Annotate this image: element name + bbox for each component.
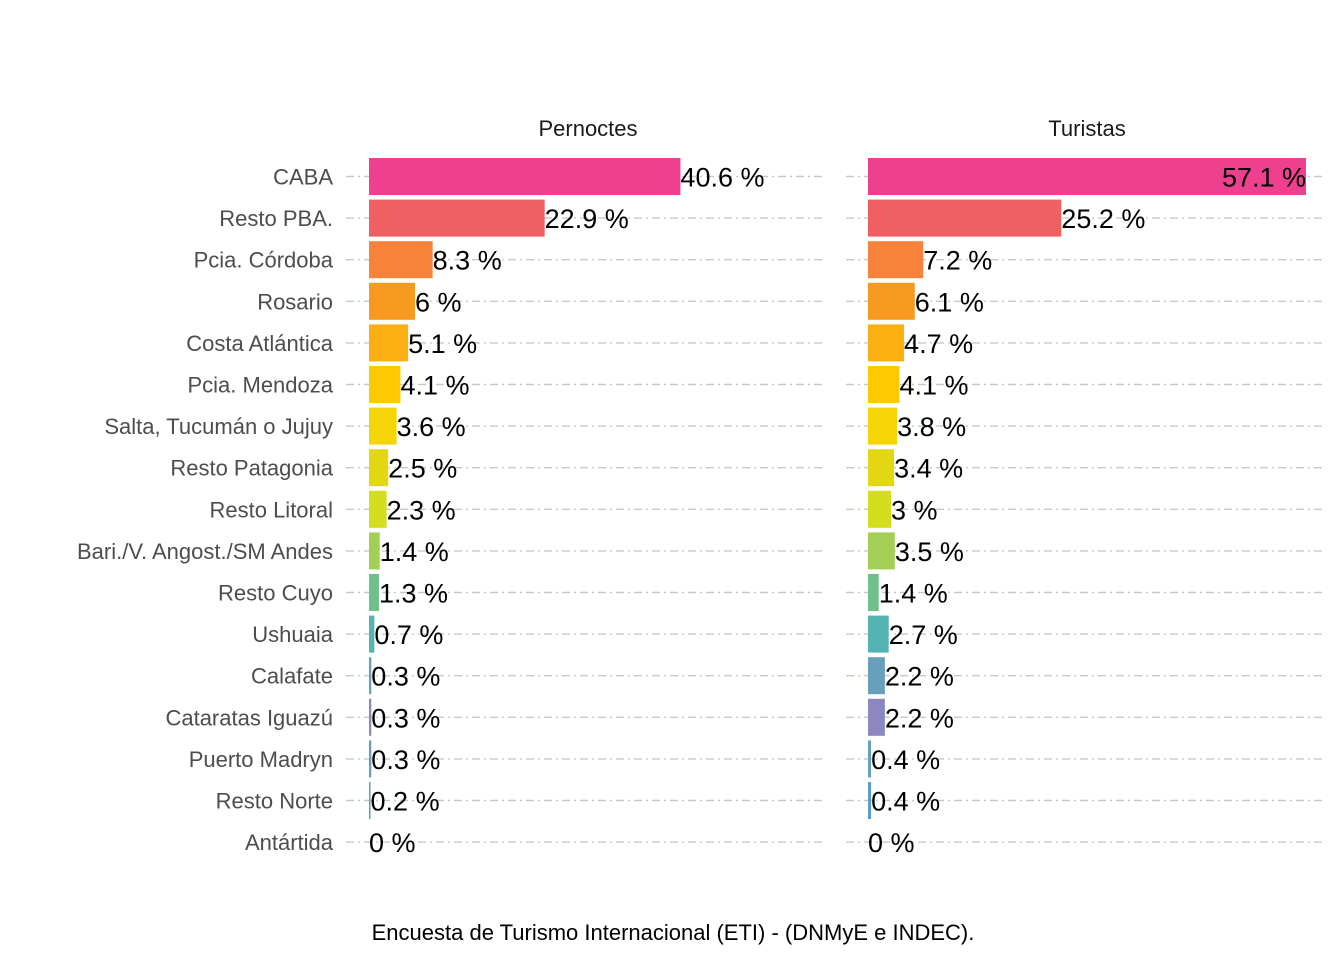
category-label-4: Costa Atlántica (186, 331, 334, 356)
value-label-turistas-16: 0 % (868, 828, 915, 858)
bar-turistas-10 (868, 574, 879, 611)
category-label-10: Resto Cuyo (218, 581, 333, 606)
bar-turistas-2 (868, 241, 924, 279)
bar-turistas-4 (868, 324, 905, 362)
value-label-pernoctes-3: 6 % (415, 287, 462, 317)
value-label-turistas-5: 4.1 % (899, 371, 968, 401)
value-label-pernoctes-4: 5.1 % (408, 329, 477, 359)
value-label-pernoctes-14: 0.3 % (371, 745, 440, 775)
bar-pernoctes-0 (369, 158, 681, 195)
bar-pernoctes-2 (369, 241, 433, 279)
bars-layer (369, 158, 1306, 819)
category-label-3: Rosario (257, 289, 333, 314)
category-label-7: Resto Patagonia (170, 456, 333, 481)
bar-pernoctes-8 (369, 490, 387, 528)
bar-turistas-6 (868, 407, 898, 445)
bar-turistas-7 (868, 449, 895, 487)
category-label-8: Resto Litoral (209, 497, 333, 522)
category-label-15: Resto Norte (216, 789, 333, 814)
category-label-12: Calafate (251, 664, 333, 689)
category-label-1: Resto PBA. (219, 206, 333, 231)
value-label-pernoctes-12: 0.3 % (371, 662, 440, 692)
value-label-pernoctes-0: 40.6 % (680, 163, 764, 193)
category-label-2: Pcia. Córdoba (194, 248, 334, 273)
bar-turistas-1 (868, 199, 1062, 237)
category-label-13: Cataratas Iguazú (165, 705, 333, 730)
bar-pernoctes-14 (369, 740, 372, 778)
value-label-turistas-6: 3.8 % (897, 412, 966, 442)
value-label-pernoctes-6: 3.6 % (397, 412, 466, 442)
value-label-pernoctes-5: 4.1 % (400, 371, 469, 401)
value-label-turistas-14: 0.4 % (871, 745, 940, 775)
value-label-turistas-9: 3.5 % (895, 537, 964, 567)
bar-turistas-14 (868, 740, 872, 778)
value-label-pernoctes-10: 1.3 % (379, 579, 448, 609)
value-label-pernoctes-11: 0.7 % (374, 620, 443, 650)
value-label-pernoctes-16: 0 % (369, 828, 416, 858)
bar-pernoctes-13 (369, 698, 372, 736)
bar-pernoctes-3 (369, 282, 416, 320)
value-label-turistas-0: 57.1 % (1222, 163, 1306, 193)
panel-title-pernoctes: Pernoctes (538, 116, 637, 141)
category-label-9: Bari./V. Angost./SM Andes (77, 539, 333, 564)
category-label-6: Salta, Tucumán o Jujuy (104, 414, 333, 439)
value-label-turistas-15: 0.4 % (871, 787, 940, 817)
bar-turistas-8 (868, 490, 892, 528)
value-label-pernoctes-13: 0.3 % (371, 703, 440, 733)
bar-pernoctes-10 (369, 574, 379, 611)
value-labels: 40.6 % 22.9 % 8.3 % 6 % 5.1 % 4.1 % 3.6 % 2.5 %… (369, 163, 1306, 859)
bar-pernoctes-4 (369, 324, 409, 362)
category-label-14: Puerto Madryn (189, 747, 333, 772)
value-label-pernoctes-1: 22.9 % (545, 204, 629, 234)
bar-pernoctes-6 (369, 407, 397, 445)
category-label-5: Pcia. Mendoza (187, 373, 333, 398)
bar-pernoctes-11 (369, 615, 375, 653)
bar-turistas-13 (868, 698, 885, 736)
bar-pernoctes-5 (369, 366, 401, 403)
bar-turistas-5 (868, 366, 900, 403)
value-label-turistas-8: 3 % (891, 495, 938, 525)
value-label-turistas-3: 6.1 % (915, 287, 984, 317)
bar-turistas-0 (868, 158, 1306, 195)
value-label-turistas-1: 25.2 % (1061, 204, 1145, 234)
value-label-turistas-4: 4.7 % (904, 329, 973, 359)
value-label-turistas-11: 2.7 % (889, 620, 958, 650)
grid-layer (346, 175, 1326, 843)
bar-pernoctes-9 (369, 532, 380, 570)
value-label-pernoctes-15: 0.2 % (371, 787, 440, 817)
value-label-turistas-2: 7.2 % (923, 246, 992, 276)
bar-pernoctes-15 (369, 782, 371, 819)
category-label-16: Antártida (245, 830, 334, 855)
category-labels: CABA Resto PBA. Pcia. Córdoba Rosario Costa … (77, 165, 334, 856)
category-label-11: Ushuaia (252, 622, 333, 647)
value-label-pernoctes-8: 2.3 % (387, 495, 456, 525)
bar-turistas-11 (868, 615, 889, 653)
bar-pernoctes-1 (369, 199, 545, 237)
bar-turistas-15 (868, 782, 872, 819)
value-label-pernoctes-2: 8.3 % (433, 246, 502, 276)
value-label-turistas-10: 1.4 % (879, 579, 948, 609)
bar-pernoctes-7 (369, 449, 389, 487)
category-label-0: CABA (273, 165, 333, 190)
bar-turistas-3 (868, 282, 915, 320)
value-label-turistas-13: 2.2 % (885, 703, 954, 733)
panel-title-turistas: Turistas (1048, 116, 1125, 141)
bar-pernoctes-12 (369, 657, 372, 695)
value-label-turistas-7: 3.4 % (894, 454, 963, 484)
bar-turistas-12 (868, 657, 885, 695)
value-label-pernoctes-7: 2.5 % (388, 454, 457, 484)
value-label-turistas-12: 2.2 % (885, 662, 954, 692)
bar-turistas-9 (868, 532, 895, 570)
chart-caption: Encuesta de Turismo Internacional (ETI) … (372, 920, 975, 945)
value-label-pernoctes-9: 1.4 % (380, 537, 449, 567)
